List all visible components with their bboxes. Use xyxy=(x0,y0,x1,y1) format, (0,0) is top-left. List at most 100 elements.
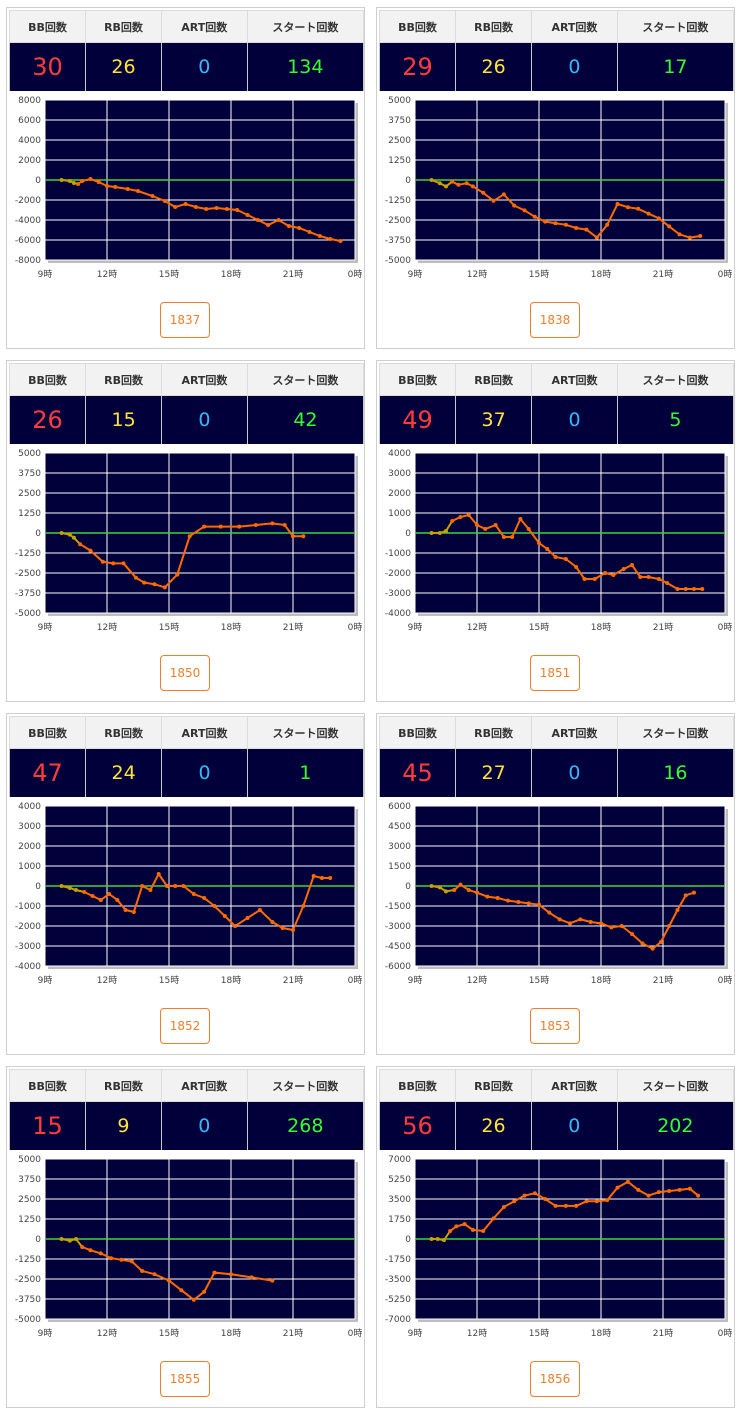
data-point xyxy=(584,227,589,232)
machine-number-button[interactable]: 1855 xyxy=(160,1361,210,1397)
start-header: スタート回数 xyxy=(246,363,365,396)
data-point xyxy=(59,531,64,535)
x-tick-label: 9時 xyxy=(38,269,53,280)
x-tick-label: 18時 xyxy=(591,975,611,986)
y-tick-label: -4500 xyxy=(385,942,411,952)
data-point xyxy=(82,890,87,894)
machine-number-button[interactable]: 1852 xyxy=(160,1008,210,1044)
start-count: 202 xyxy=(616,1101,735,1150)
y-tick-label: 4000 xyxy=(388,449,411,459)
start-header: スタート回数 xyxy=(616,363,735,396)
start-header: スタート回数 xyxy=(246,716,365,749)
data-point xyxy=(202,524,207,529)
data-point xyxy=(501,1205,506,1209)
x-tick-label: 21時 xyxy=(283,269,303,280)
data-point xyxy=(67,886,72,890)
machine-number-button[interactable]: 1838 xyxy=(530,302,580,338)
data-point xyxy=(537,902,541,907)
data-point xyxy=(475,890,479,895)
data-point xyxy=(646,211,651,216)
x-tick-label: 21時 xyxy=(653,269,673,280)
y-tick-label: 0 xyxy=(405,529,411,539)
art-count: 0 xyxy=(160,42,248,91)
x-tick-label: 18時 xyxy=(591,622,611,633)
data-point xyxy=(650,946,655,951)
stats-table: BB回数 RB回数 ART回数 スタート回数 45 27 0 16 xyxy=(378,716,735,797)
y-tick-label: 5000 xyxy=(388,96,411,106)
rb-count: 15 xyxy=(85,395,163,444)
rb-header: RB回数 xyxy=(85,716,163,749)
start-count: 5 xyxy=(616,395,735,444)
data-point xyxy=(59,884,64,888)
y-tick-label: 2500 xyxy=(388,136,411,146)
data-point xyxy=(512,1199,517,1204)
data-point xyxy=(675,587,680,591)
data-point xyxy=(119,1257,124,1262)
data-point xyxy=(98,1251,103,1256)
data-point xyxy=(107,892,112,896)
machine-number-button[interactable]: 1853 xyxy=(530,1008,580,1044)
x-tick-label: 15時 xyxy=(529,1328,549,1339)
data-point xyxy=(493,523,498,527)
y-tick-label: -2500 xyxy=(15,569,41,579)
rb-count: 27 xyxy=(455,748,533,797)
y-tick-label: -4000 xyxy=(385,609,411,619)
y-tick-label: 0 xyxy=(405,882,411,892)
bb-count: 47 xyxy=(8,748,87,797)
y-tick-label: 4500 xyxy=(388,822,411,832)
x-tick-label: 9時 xyxy=(408,269,423,280)
data-point xyxy=(557,917,562,922)
y-tick-label: -4000 xyxy=(15,962,41,972)
data-point xyxy=(464,181,469,186)
data-point xyxy=(74,888,78,892)
art-count: 0 xyxy=(160,1101,248,1150)
machine-card: BB回数 RB回数 ART回数 スタート回数 15 9 0 268 1855 5… xyxy=(6,1066,365,1408)
data-point xyxy=(297,226,302,230)
data-point xyxy=(630,563,634,567)
data-point xyxy=(59,178,64,182)
bb-count: 56 xyxy=(378,1101,457,1150)
art-count: 0 xyxy=(161,748,248,797)
machine-card: BB回数 RB回数 ART回数 スタート回数 26 15 0 42 1850 5… xyxy=(6,360,365,702)
x-tick-label: 15時 xyxy=(159,622,179,633)
x-tick-label: 12時 xyxy=(97,1328,117,1339)
machine-number-button[interactable]: 1850 xyxy=(160,655,210,691)
data-point xyxy=(131,910,136,914)
y-tick-label: 0 xyxy=(35,529,41,539)
data-point xyxy=(553,221,558,226)
rb-header: RB回数 xyxy=(455,363,533,396)
machine-card: BB回数 RB回数 ART回数 スタート回数 29 26 0 17 1838 5… xyxy=(376,7,735,349)
data-point xyxy=(123,908,128,912)
data-point xyxy=(683,587,688,591)
data-point xyxy=(286,224,291,228)
x-tick-label: 0時 xyxy=(718,1328,733,1339)
data-point xyxy=(475,523,479,527)
data-point xyxy=(547,910,552,915)
art-count: 0 xyxy=(531,42,618,91)
data-point xyxy=(133,575,138,580)
y-tick-label: -7000 xyxy=(385,1315,411,1325)
x-tick-label: 15時 xyxy=(159,269,179,280)
data-point xyxy=(667,924,672,928)
data-point xyxy=(270,521,275,526)
slump-graph: 8000 6000 4000 2000 0 -2000 -4000 -6000 -8000 9時 1… xyxy=(15,96,363,280)
bb-header: BB回数 xyxy=(378,1069,457,1102)
art-header: ART回数 xyxy=(160,1069,248,1102)
data-point xyxy=(429,178,434,182)
data-point xyxy=(574,565,579,569)
x-tick-label: 9時 xyxy=(38,1328,53,1339)
x-tick-label: 21時 xyxy=(653,975,673,986)
x-tick-label: 21時 xyxy=(283,975,303,986)
data-point xyxy=(444,529,448,533)
data-point xyxy=(454,1224,459,1229)
machine-number-button[interactable]: 1856 xyxy=(530,1361,580,1397)
data-point xyxy=(501,535,506,539)
data-point xyxy=(506,898,510,903)
data-point xyxy=(78,542,83,547)
start-count: 42 xyxy=(246,395,365,444)
stats-table: BB回数 RB回数 ART回数 スタート回数 15 9 0 268 xyxy=(8,1069,365,1150)
y-tick-label: 3000 xyxy=(388,469,411,479)
machine-number-button[interactable]: 1851 xyxy=(530,655,580,691)
bb-header: BB回数 xyxy=(8,716,87,749)
machine-number-button[interactable]: 1837 xyxy=(160,302,210,338)
